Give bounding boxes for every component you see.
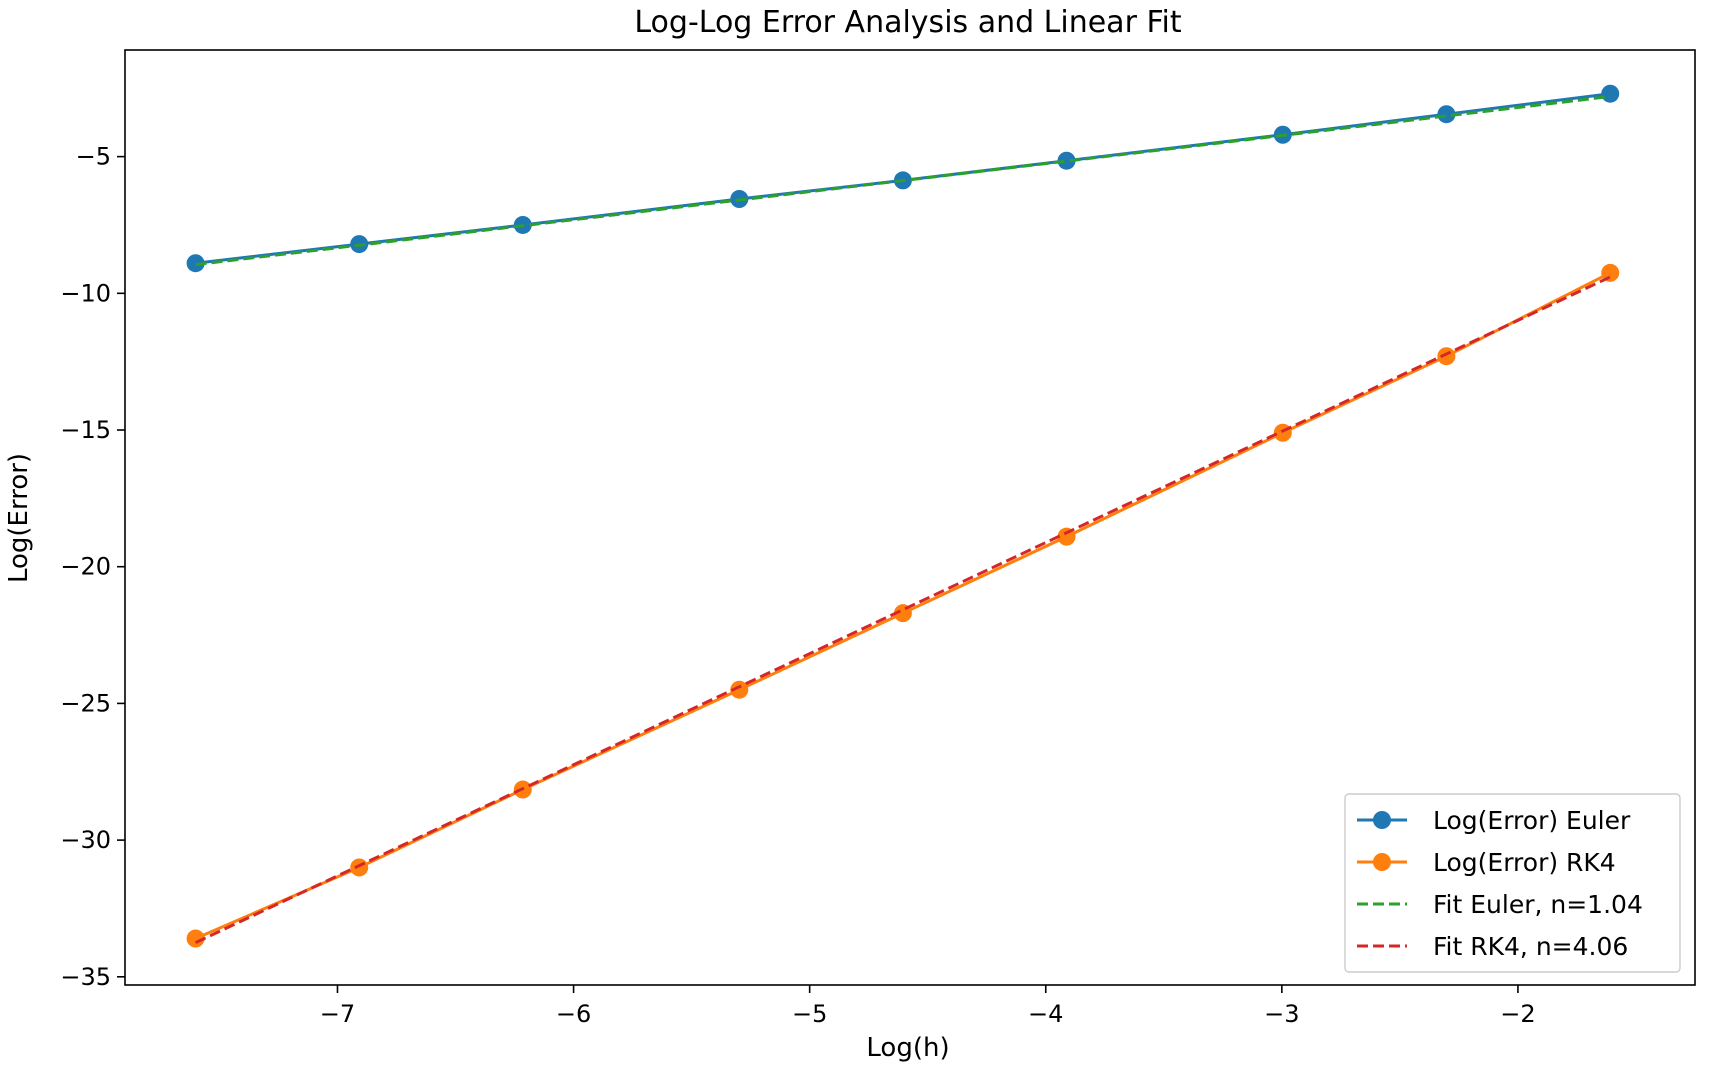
data-point	[1437, 347, 1456, 366]
y-axis-label: Log(Error)	[4, 453, 34, 583]
data-point	[1057, 151, 1076, 170]
legend: Log(Error) Euler Log(Error) RK4 Fit Euler,…	[1344, 793, 1681, 973]
y-tick-label: −30	[60, 826, 111, 854]
legend-item: Fit RK4, n=4.06	[1357, 932, 1628, 961]
legend-label: Fit RK4, n=4.06	[1433, 932, 1628, 961]
x-tick-label: −5	[792, 1000, 827, 1028]
data-point	[1601, 84, 1620, 103]
plot-area	[186, 84, 1620, 948]
x-tick-label: −6	[556, 1000, 591, 1028]
y-tick-label: −5	[76, 143, 111, 171]
legend-label: Fit Euler, n=1.04	[1433, 890, 1643, 919]
series-log-error-euler	[186, 84, 1620, 273]
x-axis-label: Log(h)	[866, 1033, 949, 1063]
data-point	[186, 929, 205, 948]
y-tick-label: −15	[60, 416, 111, 444]
data-point	[1437, 105, 1456, 124]
legend-item: Log(Error) Euler	[1357, 806, 1631, 835]
series-fit-rk4-n-4-06	[194, 275, 1611, 944]
y-axis: −5 −10 −15 −20 −25 −30 −35	[60, 143, 125, 991]
legend-marker	[1373, 811, 1391, 829]
series-fit-euler-n-1-04	[195, 94, 1611, 267]
legend-box	[1344, 793, 1681, 973]
plot-frame	[124, 49, 1696, 986]
y-tick-label: −10	[60, 279, 111, 307]
legend-item: Log(Error) RK4	[1357, 848, 1616, 877]
legend-label: Log(Error) Euler	[1433, 806, 1631, 835]
series-line-fit-rk4-n-4-06	[194, 275, 1611, 944]
x-tick-label: −3	[1264, 1000, 1299, 1028]
legend-item: Fit Euler, n=1.04	[1357, 890, 1643, 919]
data-point	[1601, 263, 1620, 282]
x-tick-label: −4	[1028, 1000, 1063, 1028]
series-line-fit-euler-n-1-04	[195, 94, 1611, 267]
data-point	[350, 858, 369, 877]
x-axis: −7 −6 −5 −4 −3 −2	[320, 985, 1536, 1028]
chart-title: Log-Log Error Analysis and Linear Fit	[634, 5, 1181, 40]
data-point	[730, 680, 749, 699]
y-tick-label: −35	[60, 963, 111, 991]
legend-marker	[1373, 853, 1391, 871]
legend-label: Log(Error) RK4	[1433, 848, 1616, 877]
x-tick-label: −7	[320, 1000, 355, 1028]
y-tick-label: −20	[60, 553, 111, 581]
y-tick-label: −25	[60, 689, 111, 717]
x-tick-label: −2	[1500, 1000, 1535, 1028]
